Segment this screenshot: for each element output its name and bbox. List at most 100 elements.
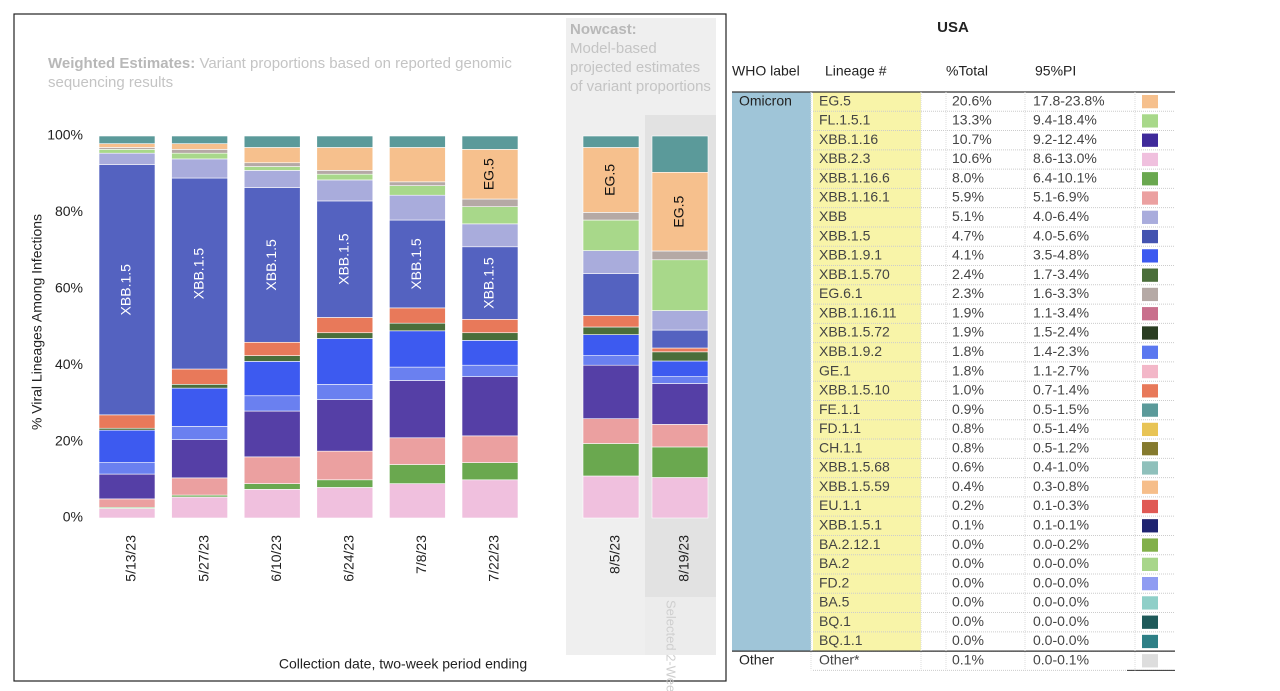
- who-label: Omicron: [739, 92, 792, 108]
- pi: 0.5-1.5%: [1033, 401, 1089, 417]
- lineage: FE.1.1: [819, 401, 860, 417]
- bar-segment: [582, 418, 640, 444]
- bar-segment: [316, 487, 374, 519]
- lineage: XBB.1.5.70: [819, 266, 890, 282]
- color-swatch: [1142, 557, 1158, 571]
- lineage-col: [813, 92, 921, 652]
- pi: 4.0-5.6%: [1033, 227, 1089, 243]
- bar-segment: [582, 315, 640, 328]
- total: 10.7%: [952, 131, 992, 147]
- bar-segment: [389, 322, 446, 332]
- bar-segment: [651, 329, 709, 349]
- y-tick-label: 0%: [63, 509, 83, 525]
- bar-segment: [316, 479, 374, 488]
- lineage: GE.1: [819, 362, 851, 378]
- bar-segment: [461, 319, 519, 334]
- lineage: XBB.1.16.11: [819, 304, 897, 320]
- color-swatch: [1142, 249, 1158, 263]
- bar-segment: [98, 414, 156, 429]
- segment-label: XBB.1.5: [190, 248, 206, 300]
- color-swatch: [1142, 403, 1158, 417]
- segment-label: XBB.1.5: [408, 238, 424, 290]
- pi: 0.0-0.0%: [1033, 594, 1089, 610]
- bar-segment: [171, 387, 228, 427]
- pi: 0.0-0.0%: [1033, 574, 1089, 590]
- bar-segment: [243, 135, 301, 148]
- bar-segment: [98, 152, 156, 165]
- pi: 6.4-10.1%: [1033, 169, 1097, 185]
- column-header: Lineage #: [825, 63, 887, 79]
- bar-segment: [98, 429, 156, 463]
- total: 20.6%: [952, 92, 992, 108]
- total: 0.0%: [952, 536, 984, 552]
- lineage: XBB.1.9.1: [819, 247, 882, 263]
- bar-segment: [316, 200, 374, 318]
- lineage: XBB.2.3: [819, 150, 871, 166]
- intro-text: Variant proportions based on reported ge…: [48, 55, 512, 91]
- color-swatch: [1142, 499, 1158, 514]
- color-swatch: [1142, 191, 1158, 205]
- pi: 0.0-0.0%: [1033, 632, 1089, 648]
- bar-segment: [316, 399, 374, 452]
- lineage: FD.1.1: [819, 420, 861, 436]
- bar-segment: [171, 368, 228, 385]
- x-tick-label: 8/5/23: [607, 535, 623, 574]
- pi: 0.0-0.1%: [1033, 651, 1089, 667]
- x-tick-label: 6/24/23: [341, 535, 357, 582]
- bar-segment: [651, 310, 709, 331]
- table-title: USA: [937, 19, 969, 36]
- lineage: XBB.1.5.72: [819, 324, 890, 340]
- bar-segment: [461, 223, 519, 248]
- total: 5.1%: [952, 208, 984, 224]
- bar-segment: [171, 158, 228, 179]
- color-swatch: [1142, 634, 1158, 649]
- bar-segment: [316, 317, 374, 334]
- bar-segment: [651, 360, 709, 377]
- bar-segment: [98, 135, 156, 144]
- color-swatch: [1142, 268, 1158, 282]
- total: 0.1%: [952, 651, 984, 667]
- nowcast-intro: Nowcast: Model-based projected estimates …: [570, 20, 715, 96]
- bar-segment: [316, 173, 374, 181]
- bar-segment: [582, 475, 640, 519]
- bar-segment: [243, 483, 301, 490]
- bar-segment: [461, 135, 519, 150]
- segment-label: XBB.1.5: [263, 239, 279, 291]
- x-tick-label: 7/22/23: [486, 535, 502, 582]
- bar-segment: [98, 473, 156, 500]
- bar-segment: [316, 135, 374, 148]
- pi: 0.3-0.8%: [1033, 478, 1089, 494]
- bar-segment: [243, 361, 301, 397]
- pi: 17.8-23.8%: [1033, 92, 1105, 108]
- bar-segment: [582, 355, 640, 366]
- lineage: FL.1.5.1: [819, 112, 871, 128]
- who-label: Other: [739, 651, 774, 667]
- bar-segment: [389, 437, 446, 465]
- segment-label: EG.5: [671, 195, 687, 227]
- bar-segment: [243, 489, 301, 519]
- bar-segment: [651, 351, 709, 362]
- total: 0.9%: [952, 401, 984, 417]
- segment-label: XBB.1.5: [481, 257, 497, 309]
- bar-segment: [243, 341, 301, 356]
- total: 1.8%: [952, 343, 984, 359]
- intro-heading: Weighted Estimates:: [48, 55, 196, 72]
- bar-segment: [316, 179, 374, 202]
- lineage: EG.5: [819, 92, 851, 108]
- total: 0.0%: [952, 594, 984, 610]
- bar-segment: [243, 395, 301, 412]
- bar-segment: [582, 364, 640, 419]
- bar-segment: [582, 250, 640, 274]
- bar-segment: [651, 446, 709, 478]
- bar-segment: [651, 477, 709, 519]
- total: 10.6%: [952, 150, 992, 166]
- bar-segment: [171, 152, 228, 160]
- bar-segment: [461, 435, 519, 463]
- pi: 0.5-1.2%: [1033, 439, 1089, 455]
- color-swatch: [1142, 519, 1158, 533]
- bar-segment: [171, 383, 228, 389]
- lineage: BQ.1.1: [819, 632, 863, 648]
- lineage: XBB.1.5.68: [819, 459, 890, 475]
- color-swatch: [1142, 307, 1158, 321]
- bar-segment: [651, 424, 709, 448]
